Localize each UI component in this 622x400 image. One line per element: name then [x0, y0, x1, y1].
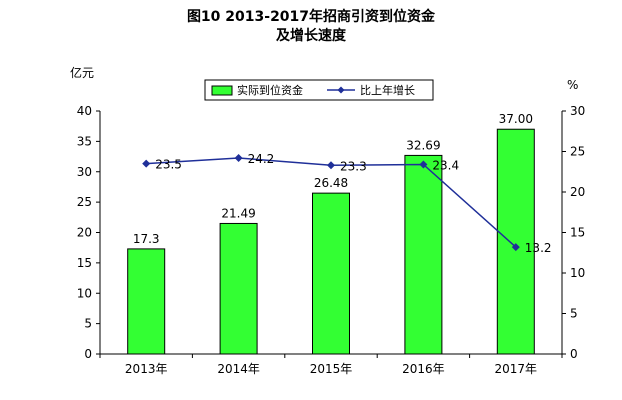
- right-axis-unit: %: [567, 78, 579, 92]
- line-point: [511, 243, 520, 252]
- left-tick-label: 20: [77, 226, 92, 240]
- left-tick-label: 10: [77, 286, 92, 300]
- line-point: [327, 161, 335, 170]
- line-label: 24.2: [248, 152, 275, 166]
- chart-title-line1: 图10 2013-2017年招商引资到位资金: [186, 9, 436, 25]
- line-point: [142, 159, 151, 168]
- bar: [127, 248, 166, 355]
- line-label: 23.4: [432, 158, 459, 172]
- legend-line-marker: [337, 86, 345, 94]
- line-label: 23.3: [340, 159, 367, 173]
- line-label: 23.5: [155, 158, 182, 172]
- legend-bar-swatch: [211, 85, 233, 96]
- left-tick-label: 35: [77, 134, 92, 148]
- bar: [496, 128, 535, 355]
- chart-title-line2: 及增长速度: [276, 28, 346, 44]
- left-axis-unit: 亿元: [70, 66, 95, 80]
- line-point: [234, 153, 243, 162]
- right-tick-label: 25: [570, 145, 585, 159]
- bar-label: 37.00: [499, 112, 533, 126]
- bar-label: 32.69: [406, 138, 440, 152]
- left-tick-label: 25: [77, 195, 92, 209]
- x-tick-label: 2016年: [402, 362, 445, 376]
- left-tick-label: 30: [77, 165, 92, 179]
- right-tick-label: 5: [570, 307, 578, 321]
- x-tick-label: 2015年: [310, 362, 353, 376]
- left-tick-label: 40: [77, 104, 92, 118]
- x-tick-label: 2014年: [217, 362, 260, 376]
- left-tick-label: 15: [77, 256, 92, 270]
- bar-label: 26.48: [314, 176, 348, 190]
- bar: [404, 154, 443, 355]
- legend-line-label: 比上年增长: [360, 83, 415, 97]
- left-tick-label: 5: [84, 317, 92, 331]
- line-label: 13.2: [525, 241, 552, 255]
- x-tick-label: 2017年: [495, 362, 538, 376]
- legend-bar-label: 实际到位资金: [237, 83, 303, 97]
- line-point: [419, 160, 428, 169]
- right-tick-label: 20: [570, 185, 585, 199]
- right-tick-label: 0: [570, 347, 578, 361]
- right-tick-label: 30: [570, 104, 585, 118]
- bar-label: 17.3: [133, 232, 160, 246]
- bar-label: 21.49: [221, 206, 255, 220]
- legend-box: [204, 79, 434, 101]
- x-tick-label: 2013年: [125, 362, 168, 376]
- right-tick-label: 15: [570, 226, 585, 240]
- bar: [312, 192, 350, 355]
- right-tick-label: 10: [570, 266, 585, 280]
- left-tick-label: 0: [84, 347, 92, 361]
- bar: [219, 222, 258, 355]
